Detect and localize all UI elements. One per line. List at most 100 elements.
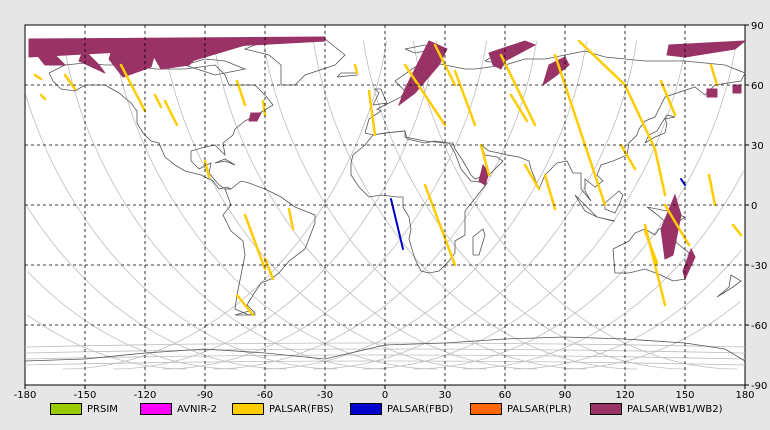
palsar-wb-swath [160,54,174,66]
x-tick-label: -120 [134,390,157,401]
palsar-fbs-swath [63,73,77,91]
palsar-wb-swath [666,40,747,58]
y-tick-label: 60 [751,81,764,92]
coastline [214,158,236,166]
legend-swatch [140,403,172,415]
palsar-fbs-swath [287,207,295,231]
palsar-fbs-swath [433,43,457,87]
palsar-wb-swath [28,40,67,66]
palsar-fbs-swath [119,63,147,113]
orbit-track [27,271,238,370]
coastline [222,180,316,316]
lat-lon-grid [25,25,745,385]
orbit-track [212,40,538,370]
y-tick-label: 0 [751,201,757,212]
legend-label: PALSAR(PLR) [507,403,572,415]
palsar-fbs-swath [153,93,163,109]
palsar-wb-swath [108,40,156,78]
legend: PRSIM AVNIR-2 PALSAR(FBS) PALSAR(FBD) PA… [0,402,770,420]
palsar-fbs-swath [709,63,719,87]
x-tick-label: 180 [735,390,754,401]
coastline [644,114,676,144]
palsar-fbs-swath [509,93,529,123]
y-tick-label: 90 [751,21,764,32]
palsar-fbs-swath [261,99,267,117]
palsar-fbs-swath [263,257,275,281]
orbit-track [62,40,388,370]
palsar-fbs-swath [707,173,717,207]
y-tick-label: -90 [751,381,767,392]
coastline [372,88,388,106]
x-tick-label: -60 [257,390,273,401]
legend-item-palsar-plr: PALSAR(PLR) [470,402,571,416]
longitude-tick-labels: -180 -150 -120 -90 -60 -30 0 30 60 90 120 150 180 [14,385,755,401]
orbit-track [212,40,538,370]
palsar-fbs-swath [543,173,557,211]
legend-swatch [590,403,622,415]
legend-swatch [470,403,502,415]
legend-item-palsar-fbs: PALSAR(FBS) [232,402,334,416]
x-tick-label: 30 [439,390,452,401]
x-tick-label: 150 [675,390,694,401]
legend-swatch [350,403,382,415]
coastline [24,336,746,362]
palsar-fbs-swath [367,89,377,137]
orbit-track [26,314,188,370]
legend-label: PALSAR(FBD) [387,403,454,415]
coastline [350,130,488,274]
palsar-fbs-swath [663,203,691,247]
palsar-fbs-swath [235,79,247,107]
x-tick-label: -90 [197,390,213,401]
x-tick-label: 60 [499,390,512,401]
palsar-fbs-swath [235,293,255,317]
orbit-track [62,40,388,370]
palsar-fbd-swath [390,198,404,250]
coastline [612,226,692,282]
palsar-wb-swath [732,84,742,94]
palsar-fbs-swath [353,63,359,75]
palsar-fbd-swath [680,178,686,186]
palsar-fbs-swath [479,143,491,177]
x-tick-label: -30 [317,390,333,401]
palsar-fbs-swath [423,183,457,267]
palsar-fbs-swath [243,213,267,271]
palsar-fbs-swath [731,223,743,237]
palsar-wb-swath [397,40,448,107]
legend-item-prsim: PRSIM [50,402,118,416]
legend-item-palsar-fbd: PALSAR(FBD) [350,402,453,416]
y-tick-label: -30 [751,261,767,272]
x-tick-label: 120 [615,390,634,401]
coastline [472,228,486,256]
orbit-track [25,95,338,370]
palsar-wb-swaths [28,36,747,281]
legend-label: PALSAR(FBS) [269,403,334,415]
palsar-fbs-swath [203,159,211,179]
x-tick-label: -150 [74,390,97,401]
palsar-fbs-swaths [33,39,743,317]
latitude-tick-labels: 90 60 30 0 -30 -60 -90 [745,21,767,392]
palsar-fbs-swath [643,229,659,265]
legend-item-palsar-wb: PALSAR(WB1/WB2) [590,402,723,416]
coastline [184,58,247,76]
orbit-track [362,40,688,370]
palsar-fbs-swath [659,79,677,117]
coastlines [24,38,746,362]
palsar-wb-swath [155,40,246,64]
palsar-fbs-swath [499,53,537,127]
palsar-fbs-swath [619,143,637,171]
palsar-wb-swath [542,56,570,87]
palsar-fbs-swath [577,39,667,197]
palsar-wb-swath [74,40,106,74]
orbit-track [362,40,688,370]
y-tick-label: 30 [751,141,764,152]
coastline [574,194,598,218]
palsar-wb-swath [706,88,718,98]
palsar-fbs-swath [523,163,541,191]
legend-label: AVNIR-2 [177,403,217,415]
legend-label: PALSAR(WB1/WB2) [627,403,723,415]
palsar-wb-swath [248,112,262,122]
palsar-wb-swath [660,193,682,260]
palsar-fbs-swath [403,63,447,127]
legend-swatch [232,403,264,415]
